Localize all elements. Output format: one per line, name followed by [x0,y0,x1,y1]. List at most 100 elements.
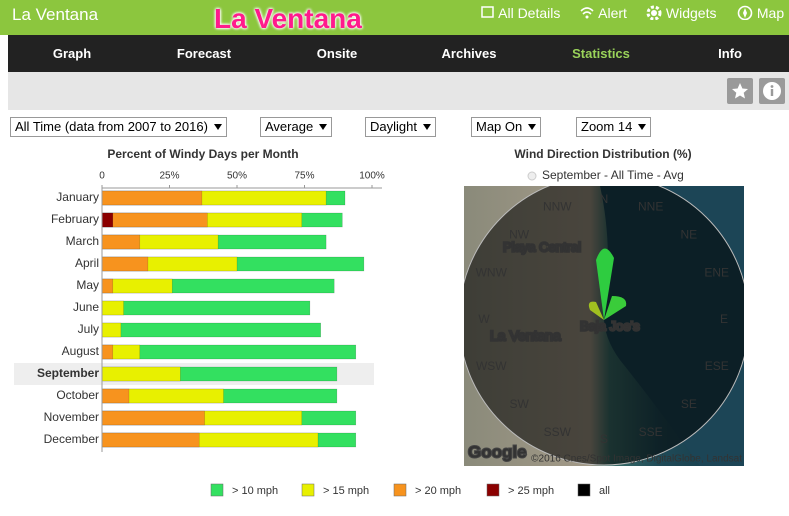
link-text: Alert [598,5,627,21]
y-tick-label: February [51,212,99,226]
compass-label: NW [509,227,530,241]
compass-label: ESE [705,359,729,373]
legend-label: all [599,485,610,497]
dropdown-text: Average [265,119,314,134]
bar [101,388,130,404]
compass-label: WSW [476,359,507,373]
legend-label: > 25 mph [508,485,554,497]
bar [101,322,321,338]
compass-label: SE [681,397,697,411]
y-tick-label: October [56,388,99,402]
compass-label: SSE [639,425,663,439]
map-title: Wind Direction Distribution (%) [514,147,691,161]
map-link[interactable]: Map [737,5,784,21]
nav-tab[interactable]: Archives [441,46,497,61]
radio[interactable] [527,171,537,181]
dropdown-arrow [422,124,431,130]
place-label: La Ventana [490,328,561,344]
bar [101,278,114,294]
bar [101,190,203,206]
compass-label: E [720,312,728,326]
map[interactable]: N NNE NE ENE E ESE SE SSE S SSW SW WSW W WNW NW NNW Play… [459,175,749,466]
x-tick-label: 100% [359,171,385,182]
chart-title: Percent of Windy Days per Month [107,147,298,161]
legend-swatch [577,483,591,497]
dropdown-text: Daylight [370,119,417,134]
nav-tab[interactable]: Forecast [176,46,232,61]
compass-label: NNW [543,199,572,213]
map-logo: Google [468,442,527,461]
compass-label: ENE [704,265,729,279]
nav-tab[interactable]: Onsite [316,46,358,61]
bar [101,256,149,272]
spot-title: La Ventana [214,3,362,34]
link-text: Map [756,5,785,21]
nav-tab[interactable]: Graph [52,46,92,61]
legend-label: > 10 mph [232,485,278,497]
bar [101,300,311,316]
link-text: All Details [498,5,561,21]
dropdown-text: Zoom 14 [581,119,633,134]
info-button[interactable] [759,78,785,104]
rose-circle [464,186,744,466]
dropdown[interactable]: Map On [471,117,542,137]
legend-swatch [301,483,315,497]
bar [101,322,122,338]
bar [101,432,200,448]
toolbar [8,72,789,110]
bar [101,300,124,316]
map-selection: September - All Time - Avg [542,168,684,182]
x-tick-label: 75% [294,171,314,182]
petal [588,301,604,320]
favorite-button[interactable] [727,78,753,104]
bar [101,344,357,360]
y-tick-label: June [73,300,99,314]
x-tick-label: 25% [159,171,179,182]
dropdown-text: Map On [476,119,523,134]
compass-label: N [600,192,609,206]
legend-swatch [210,483,224,497]
dropdown[interactable]: All Time (data from 2007 to 2016) [10,117,227,137]
x-tick-label: 0 [99,171,105,182]
bar [101,366,181,382]
dropdown-arrow [528,124,537,130]
legend-label: > 20 mph [415,485,461,497]
legend-label: > 15 mph [323,485,369,497]
site-name[interactable]: La Ventana [12,5,99,24]
dropdown-arrow [319,124,328,130]
bar [101,212,114,228]
dropdown[interactable]: Zoom 14 [576,117,652,137]
bar [101,234,141,250]
chart: Percent of Windy Days per Month Wind Dir… [14,147,749,497]
widgets-link[interactable]: Widgets [646,5,716,21]
alert-link[interactable]: Alert [579,5,627,21]
compass-label: NNE [638,199,663,213]
dropdown[interactable]: Average [260,117,333,137]
petal [596,248,614,320]
y-tick-label: May [76,278,99,292]
place-label: Baja Joe's [580,318,640,333]
legend-swatch [486,483,500,497]
y-tick-label: September [37,366,99,380]
compass-label: WNW [476,265,508,279]
compass-label: NE [681,227,698,241]
bar [101,410,205,426]
dropdown-text: All Time (data from 2007 to 2016) [15,119,208,134]
all-details-link[interactable]: All Details [481,5,560,21]
attribution: ©2016 Cnes/Spot Image, DigitalGlobe, Lan… [531,454,742,465]
nav-tab[interactable]: Statistics [572,46,630,61]
top-bar: La Ventana La Ventana All Details Alert … [0,0,789,35]
bar [101,344,114,360]
nav-tab[interactable]: Info [718,46,742,61]
compass-label: S [600,432,608,446]
compass-label: SSW [544,425,572,439]
dropdown[interactable]: Daylight [365,117,436,137]
nav-bar: Graph Forecast Onsite Archives Statistics Inf… [8,35,789,72]
dropdown-arrow [213,124,222,130]
y-tick-label: November [44,410,99,424]
y-tick-label: July [78,322,99,336]
y-tick-label: December [44,432,99,446]
y-tick-label: March [66,234,99,248]
compass-label: W [478,312,490,326]
